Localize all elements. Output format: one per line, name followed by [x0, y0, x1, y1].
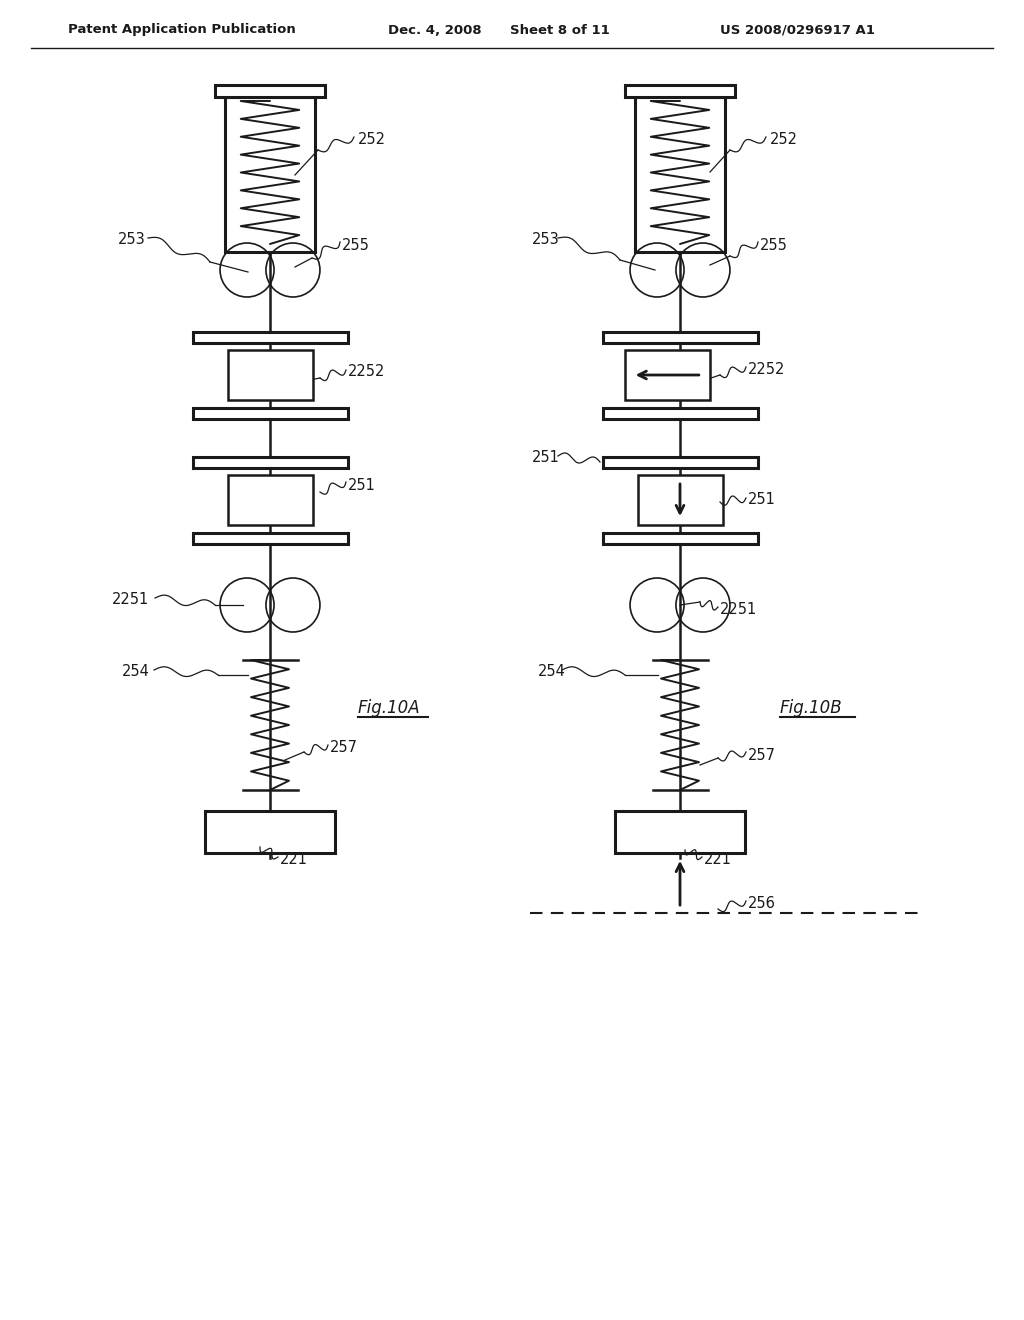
Text: Dec. 4, 2008: Dec. 4, 2008	[388, 24, 481, 37]
Text: 256: 256	[748, 895, 776, 911]
Text: 255: 255	[760, 238, 787, 252]
Bar	[625, 84, 735, 96]
Bar	[193, 532, 347, 544]
Text: 253: 253	[532, 232, 560, 248]
Bar	[193, 408, 347, 418]
Text: Sheet 8 of 11: Sheet 8 of 11	[510, 24, 609, 37]
Bar	[638, 475, 723, 525]
Text: 253: 253	[118, 232, 145, 248]
Text: 2251: 2251	[720, 602, 758, 618]
Text: 252: 252	[358, 132, 386, 148]
Text: 251: 251	[532, 450, 560, 466]
Text: Fig.10B: Fig.10B	[780, 700, 843, 717]
Bar	[193, 331, 347, 342]
Text: 254: 254	[538, 664, 566, 680]
Bar	[193, 457, 347, 467]
Text: 2252: 2252	[748, 363, 785, 378]
Bar	[215, 84, 325, 96]
Text: 251: 251	[348, 478, 376, 492]
Text: 257: 257	[748, 747, 776, 763]
Text: Patent Application Publication: Patent Application Publication	[68, 24, 296, 37]
Bar	[602, 408, 758, 418]
Bar	[225, 96, 315, 252]
Text: 257: 257	[330, 741, 358, 755]
Text: Fig.10A: Fig.10A	[358, 700, 421, 717]
Text: 251: 251	[748, 492, 776, 507]
Bar	[227, 350, 312, 400]
Text: 221: 221	[705, 853, 732, 867]
Text: 252: 252	[770, 132, 798, 148]
Bar	[602, 331, 758, 342]
Text: 221: 221	[280, 853, 308, 867]
Bar	[615, 810, 745, 853]
Bar	[602, 457, 758, 467]
Text: 2251: 2251	[112, 593, 150, 607]
Text: US 2008/0296917 A1: US 2008/0296917 A1	[720, 24, 874, 37]
Text: 255: 255	[342, 238, 370, 252]
Bar	[205, 810, 335, 853]
Bar	[602, 532, 758, 544]
Bar	[625, 350, 710, 400]
Text: 254: 254	[122, 664, 150, 680]
Bar	[227, 475, 312, 525]
Bar	[635, 96, 725, 252]
Text: 2252: 2252	[348, 364, 385, 380]
